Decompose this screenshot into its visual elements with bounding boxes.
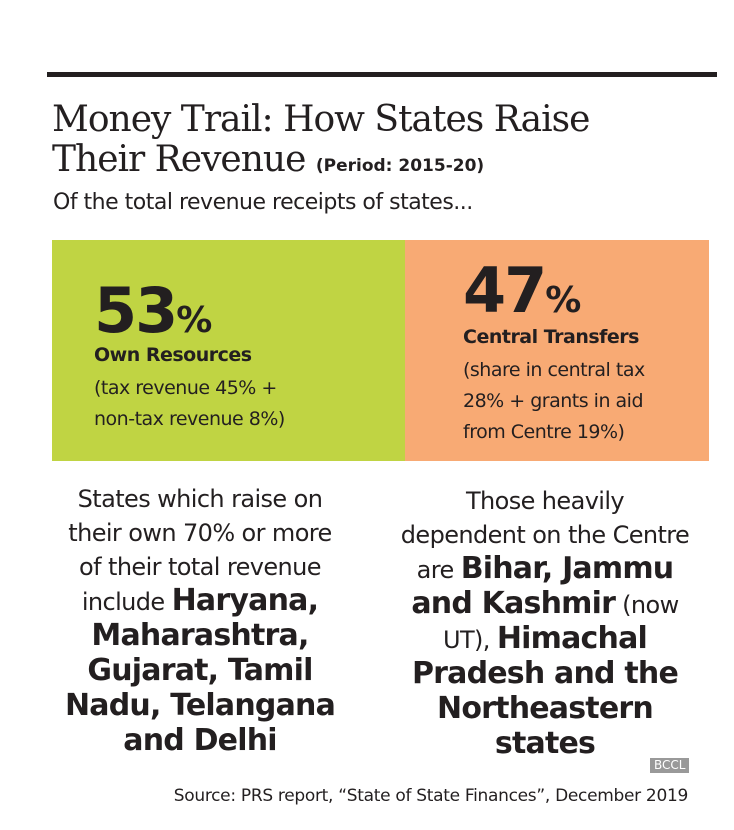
central-description: (share in central tax 28% + grants in aid… bbox=[463, 359, 645, 443]
top-rule bbox=[47, 72, 717, 77]
right-text: Those heavily dependent on the Centre are… bbox=[400, 487, 690, 761]
subtitle: Of the total revenue receipts of states.… bbox=[53, 190, 473, 215]
own-description: (tax revenue 45% + non-tax revenue 8%) bbox=[94, 377, 285, 430]
watermark: BCCL bbox=[650, 758, 690, 773]
headline-line2: Their Revenue bbox=[52, 139, 306, 180]
central-transfers-panel: 47% Central Transfers (share in central … bbox=[405, 240, 709, 461]
own-percent: 53% bbox=[94, 274, 212, 347]
central-label: Central Transfers bbox=[463, 326, 640, 348]
left-text: States which raise on their own 70% or mo… bbox=[64, 485, 336, 758]
headline-line1: Money Trail: How States Raise bbox=[52, 99, 590, 140]
central-percent: 47% bbox=[463, 254, 581, 327]
period: (Period: 2015-20) bbox=[315, 156, 485, 176]
own-resources-panel: 53% Own Resources (tax revenue 45% + non-… bbox=[52, 240, 405, 461]
own-label: Own Resources bbox=[94, 344, 252, 366]
headline: Money Trail: How States Raise Their Reve… bbox=[52, 99, 590, 186]
source-note: Source: PRS report, “State of State Fina… bbox=[173, 786, 689, 806]
